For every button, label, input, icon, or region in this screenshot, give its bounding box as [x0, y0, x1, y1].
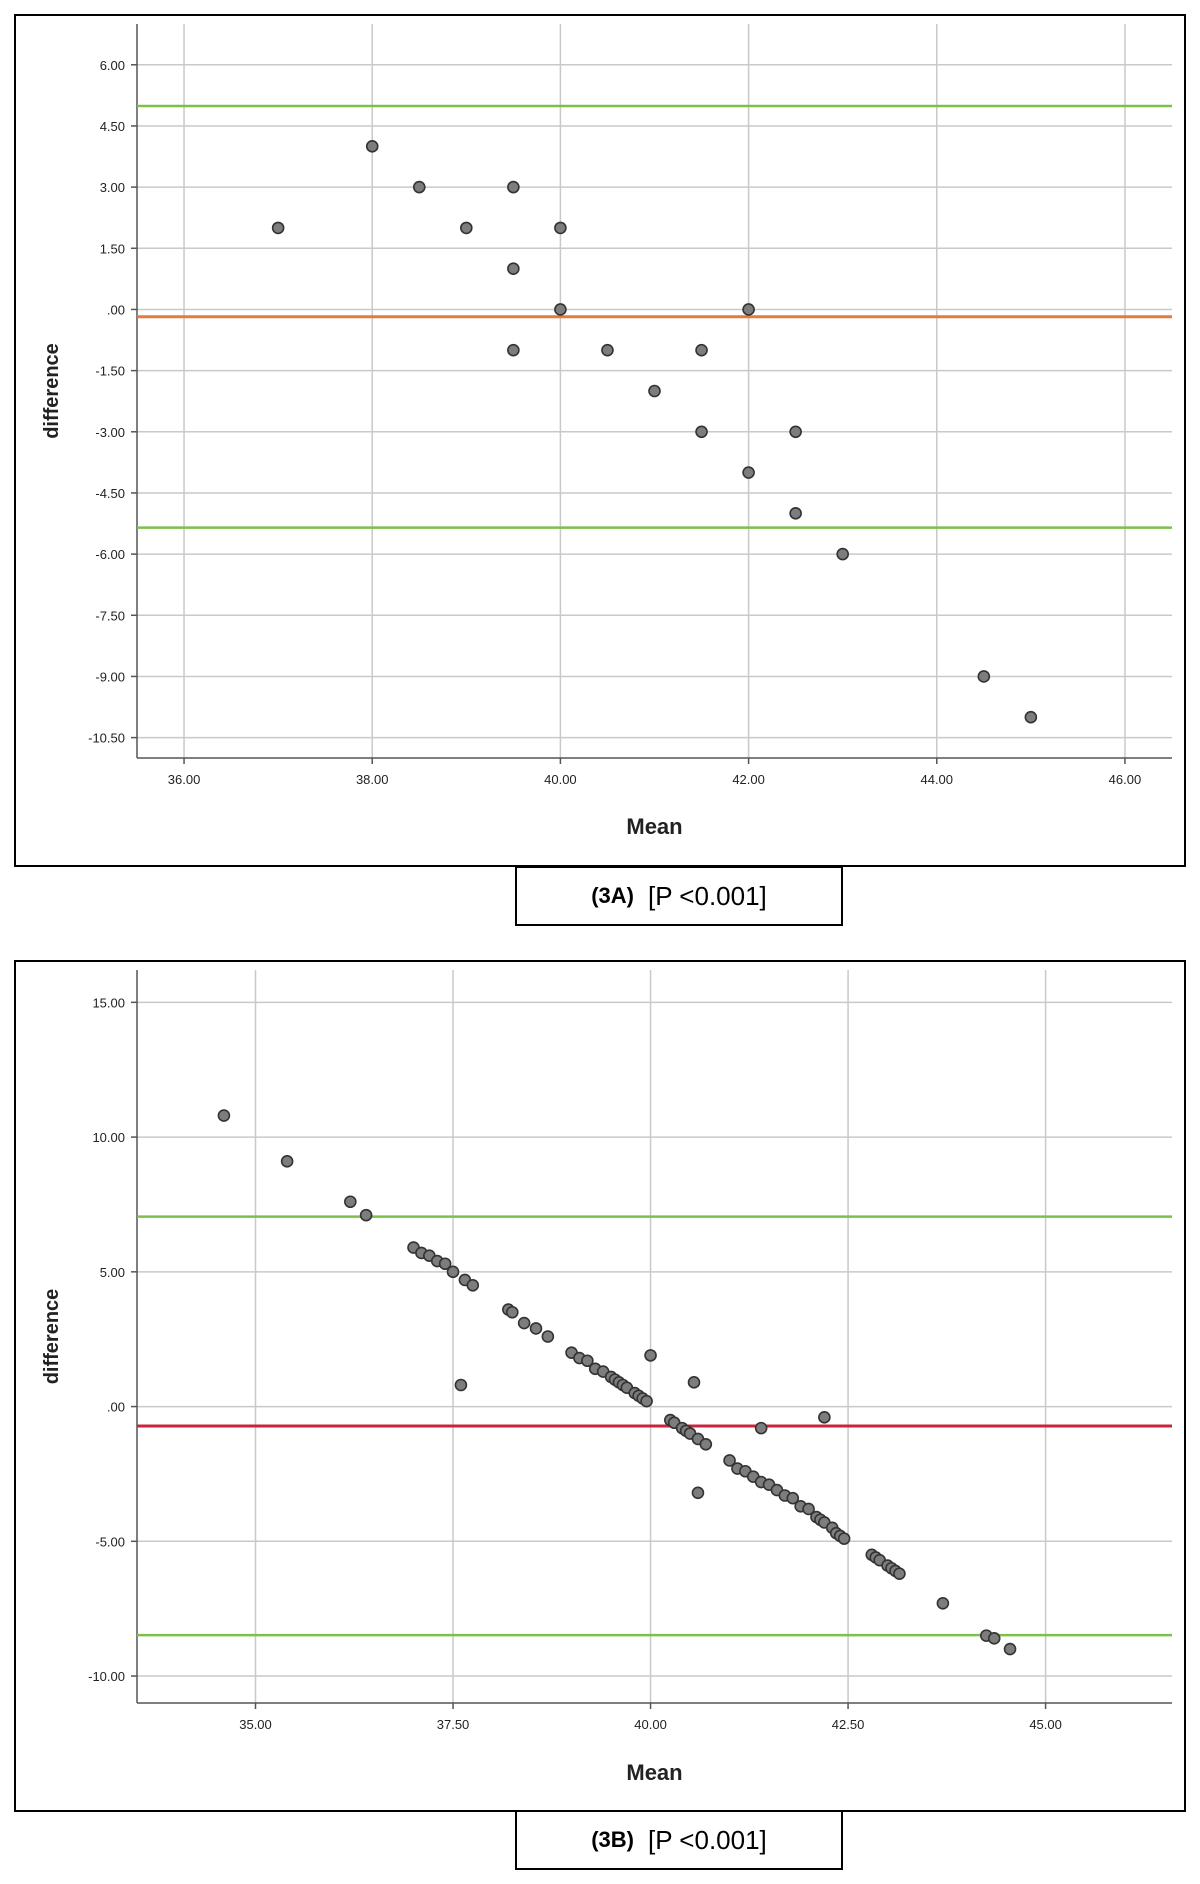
x-tick-label: 46.00: [1109, 772, 1142, 787]
caption-text-3a: [P <0.001]: [647, 880, 767, 911]
x-axis-title: Mean: [626, 1760, 682, 1785]
data-point: [691, 1486, 705, 1500]
x-tick-label: 40.00: [544, 772, 577, 787]
y-tick-label: -4.50: [95, 486, 125, 501]
chart-panel-3b: 35.00 37.50 40.00 42.50 45.00 15.00 10.00 5.00.…: [14, 960, 1186, 1812]
y-tick-label: -10.50: [88, 731, 125, 746]
y-tick-label: 5.00: [100, 1265, 125, 1280]
data-point: [581, 1354, 594, 1368]
data-point: [754, 1421, 768, 1435]
x-tick-label: 36.00: [168, 772, 201, 787]
data-point: [786, 1491, 800, 1505]
data-point: [695, 425, 708, 439]
data-point: [554, 221, 567, 235]
x-tick-label: 35.00: [239, 1717, 272, 1732]
x-tick-label: 38.00: [356, 772, 389, 787]
y-tick-label: -1.50: [95, 364, 125, 379]
y-tick-label: 15.00: [92, 995, 125, 1010]
data-point: [687, 1376, 701, 1389]
y-tick-label: 3.00: [100, 180, 125, 195]
data-point: [507, 262, 520, 275]
data-point: [936, 1596, 950, 1610]
x-tick-label: 42.00: [732, 772, 765, 787]
data-point: [789, 425, 802, 439]
data-point: [541, 1330, 555, 1343]
x-tick-label: 44.00: [920, 772, 953, 787]
data-point: [466, 1278, 480, 1292]
data-point: [507, 180, 520, 194]
caption-tag-3b: (3B): [591, 1827, 634, 1852]
data-point: [742, 466, 755, 479]
y-tick-label: 4.50: [100, 119, 125, 134]
data-point: [742, 303, 755, 316]
data-point: [412, 180, 426, 194]
y-tick-label: 1.50: [100, 241, 125, 256]
y-tick-label: -3.00: [95, 425, 125, 440]
y-axis-title: difference: [41, 343, 63, 439]
data-point: [893, 1567, 906, 1580]
x-tick-label: 40.00: [634, 1717, 667, 1732]
data-point: [271, 221, 285, 235]
data-point: [789, 507, 802, 520]
x-axis-title: Mean: [626, 814, 682, 839]
data-point: [217, 1109, 231, 1122]
data-point: [837, 1532, 851, 1545]
y-tick-label: .00: [107, 1400, 125, 1415]
data-point: [695, 343, 708, 357]
data-point: [1003, 1642, 1017, 1656]
y-tick-label: -5.00: [95, 1534, 125, 1549]
caption-tag-3a: (3A): [591, 883, 634, 908]
caption-3b: (3B) [P <0.001]: [515, 1810, 843, 1870]
y-tick-label: -7.50: [95, 608, 125, 623]
x-tick-label: 42.50: [832, 1717, 865, 1732]
y-tick-label: 10.00: [92, 1130, 125, 1145]
data-point: [505, 1305, 519, 1319]
y-tick-label: .00: [107, 302, 125, 317]
data-point: [818, 1411, 831, 1424]
x-tick-label: 45.00: [1029, 1717, 1062, 1732]
data-point: [644, 1349, 657, 1362]
data-point: [648, 384, 661, 398]
data-point: [977, 670, 991, 683]
data-point: [365, 140, 379, 153]
caption-text-3b: [P <0.001]: [647, 1824, 767, 1855]
y-tick-label: -10.00: [88, 1669, 125, 1684]
data-point: [460, 221, 473, 235]
data-point: [344, 1195, 357, 1209]
data-point: [517, 1316, 531, 1330]
data-point: [446, 1265, 460, 1279]
data-point: [640, 1394, 653, 1408]
caption-3a: (3A) [P <0.001]: [515, 866, 843, 926]
y-tick-label: -6.00: [95, 547, 125, 562]
bland-altman-plot-3a: 36.00 38.00 40.00 42.00 44.00 46.00 6.00 4.50 3.…: [41, 24, 1172, 839]
data-point: [359, 1208, 373, 1222]
y-axis-title: difference: [41, 1289, 63, 1385]
data-point: [601, 343, 614, 357]
data-point: [723, 1454, 736, 1467]
data-point: [529, 1322, 543, 1335]
bland-altman-plot-3b: 35.00 37.50 40.00 42.50 45.00 15.00 10.00 5.00.…: [41, 970, 1172, 1785]
data-point: [699, 1437, 713, 1451]
y-tick-label: 6.00: [100, 58, 125, 73]
y-tick-label: -9.00: [95, 669, 125, 684]
data-point: [438, 1257, 452, 1271]
chart-panel-3a: 36.00 38.00 40.00 42.00 44.00 46.00 6.00 4.50 3.…: [14, 14, 1186, 867]
data-point: [280, 1155, 294, 1168]
data-point: [454, 1378, 468, 1392]
data-point: [987, 1632, 1001, 1645]
x-tick-label: 37.50: [437, 1717, 470, 1732]
data-point: [507, 343, 520, 357]
data-point: [554, 303, 567, 316]
data-point: [1024, 710, 1038, 724]
data-point: [802, 1502, 815, 1516]
data-point: [836, 547, 849, 561]
